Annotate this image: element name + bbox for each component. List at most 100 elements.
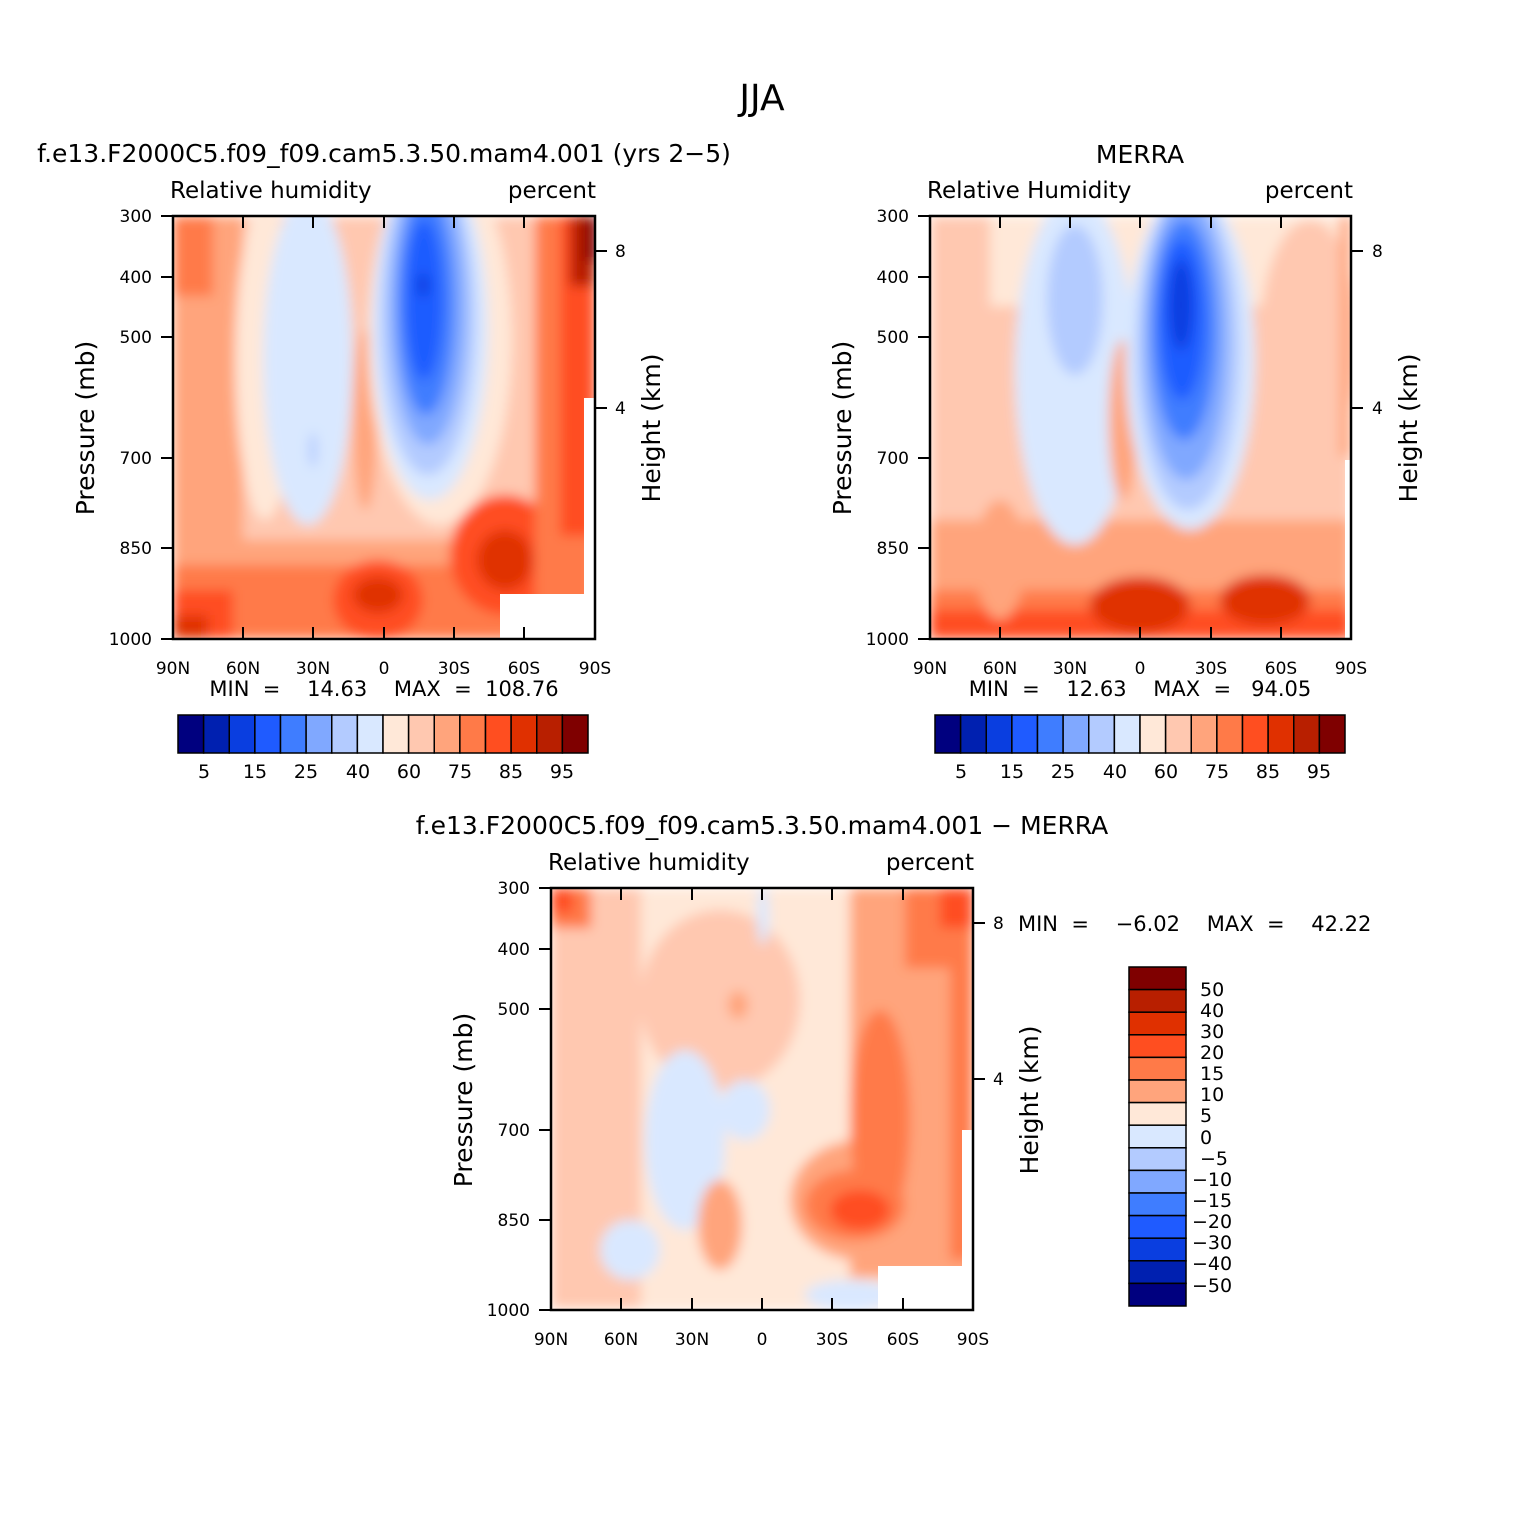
panel-obs-ticks <box>918 215 1363 640</box>
x-tick-label: 0 <box>379 659 390 679</box>
y-tick-label: 850 <box>498 1211 530 1231</box>
y-tick-label: 700 <box>877 449 909 469</box>
colorbar-swatch <box>510 714 538 754</box>
y-tick-label: 400 <box>498 940 530 960</box>
colorbar-label: 15 <box>1000 761 1024 783</box>
panel-diff-ylabel: Pressure (mb) <box>449 1013 478 1187</box>
colorbar-swatch <box>1267 714 1295 754</box>
colorbar-label: 25 <box>294 761 318 783</box>
colorbar-label: −30 <box>1192 1232 1232 1254</box>
panel-model-height-tick-labels: 8 4 <box>615 242 626 419</box>
panel-obs-y-tick-labels: 300 400 500 700 850 1000 <box>866 207 909 650</box>
colorbar-swatch <box>934 714 962 754</box>
colorbar-swatch <box>356 714 384 754</box>
panel-diff: f.e13.F2000C5.f09_f09.cam5.3.50.mam4.001… <box>416 811 1372 1350</box>
colorbar-label: 75 <box>1205 761 1229 783</box>
colorbar-label: −20 <box>1192 1211 1232 1233</box>
colorbar-label: 10 <box>1200 1084 1224 1106</box>
panel-diff-left-string: Relative humidity <box>548 850 750 876</box>
colorbar-label: 15 <box>1200 1063 1224 1085</box>
colorbar-label: 5 <box>1200 1105 1212 1127</box>
colorbar-swatch <box>1128 1169 1187 1194</box>
colorbar-label: 85 <box>499 761 523 783</box>
colorbar-label: −15 <box>1192 1190 1232 1212</box>
x-tick-label: 60S <box>1265 659 1297 679</box>
height-tick-label: 8 <box>1372 242 1383 262</box>
colorbar-swatch <box>1113 714 1141 754</box>
panel-obs-title: MERRA <box>1096 140 1184 169</box>
colorbar-swatch <box>1128 1034 1187 1059</box>
x-tick-label: 60S <box>887 1330 919 1350</box>
colorbar-label: 40 <box>1200 1000 1224 1022</box>
colorbar-swatch <box>1128 1147 1187 1172</box>
panel-model-ylabel: Pressure (mb) <box>71 341 100 515</box>
colorbar-swatch <box>382 714 410 754</box>
y-tick-label: 850 <box>877 539 909 559</box>
y-tick-label: 300 <box>120 207 152 227</box>
colorbar-swatch <box>985 714 1013 754</box>
height-tick-label: 8 <box>993 914 1004 934</box>
colorbar-swatch <box>305 714 333 754</box>
y-tick-label: 400 <box>877 268 909 288</box>
colorbar-swatch <box>1128 1011 1187 1036</box>
colorbar-swatch <box>561 714 589 754</box>
panel-obs-contours <box>930 216 1351 639</box>
colorbar-label: 75 <box>448 761 472 783</box>
colorbar-swatch <box>254 714 282 754</box>
x-tick-label: 90S <box>957 1330 989 1350</box>
colorbar-swatch <box>331 714 359 754</box>
panel-obs-ylabel-right: Height (km) <box>1394 354 1423 503</box>
panel-model-y-tick-labels: 300 400 500 700 850 1000 <box>109 207 152 650</box>
panel-model-title: f.e13.F2000C5.f09_f09.cam5.3.50.mam4.001… <box>37 139 731 168</box>
panel-obs: MERRA Relative Humidity percent <box>828 140 1423 783</box>
colorbar-label: −10 <box>1192 1169 1232 1191</box>
height-tick-label: 4 <box>615 399 626 419</box>
panel-diff-stats: MIN = −6.02 MAX = 42.22 <box>1018 912 1371 936</box>
panel-model-stats: MIN = 14.63 MAX = 108.76 <box>209 677 558 701</box>
colorbar-label: 95 <box>550 761 574 783</box>
y-tick-label: 850 <box>120 539 152 559</box>
x-tick-label: 0 <box>1135 659 1146 679</box>
x-tick-label: 60N <box>983 659 1017 679</box>
colorbar-label: 40 <box>1103 761 1127 783</box>
height-tick-label: 8 <box>615 242 626 262</box>
panel-obs-left-string: Relative Humidity <box>927 178 1131 204</box>
y-tick-label: 300 <box>877 207 909 227</box>
colorbar-swatch <box>279 714 307 754</box>
panel-model-contours <box>173 216 595 639</box>
colorbar-label: 15 <box>243 761 267 783</box>
panel-obs-ylabel: Pressure (mb) <box>828 341 857 515</box>
y-tick-label: 1000 <box>866 630 909 650</box>
colorbar-swatch <box>1164 714 1192 754</box>
x-tick-label: 60N <box>226 659 260 679</box>
y-tick-label: 300 <box>498 879 530 899</box>
y-tick-label: 500 <box>498 1000 530 1020</box>
panel-diff-right-string: percent <box>886 850 974 876</box>
x-tick-label: 90S <box>579 659 611 679</box>
panel-model: f.e13.F2000C5.f09_f09.cam5.3.50.mam4.001… <box>37 139 731 783</box>
x-tick-label: 60S <box>508 659 540 679</box>
x-tick-label: 30S <box>1195 659 1227 679</box>
panel-model-x-ticks <box>161 215 607 640</box>
panel-diff-x-tick-labels: 90N 60N 30N 0 30S 60S 90S <box>534 1330 989 1350</box>
colorbar-swatch <box>1190 714 1218 754</box>
colorbar-swatch <box>1128 1260 1187 1285</box>
panel-model-x-tick-labels: 90N 60N 30N 0 30S 60S 90S <box>156 659 611 679</box>
x-tick-label: 60N <box>604 1330 638 1350</box>
colorbar-label: 85 <box>1256 761 1280 783</box>
panel-diff-height-tick-labels: 8 4 <box>993 914 1004 1090</box>
colorbar-swatch <box>459 714 487 754</box>
colorbar-swatch <box>1128 1056 1187 1081</box>
colorbar-swatch <box>177 714 205 754</box>
panel-model-right-string: percent <box>508 178 596 204</box>
y-tick-label: 500 <box>120 328 152 348</box>
panel-model-ylabel-right: Height (km) <box>637 354 666 503</box>
colorbar-swatch <box>959 714 987 754</box>
colorbar-swatch <box>1011 714 1039 754</box>
x-tick-label: 90N <box>156 659 190 679</box>
y-tick-label: 700 <box>498 1121 530 1141</box>
colorbar-swatch <box>407 714 435 754</box>
colorbar-label: 25 <box>1051 761 1075 783</box>
panel-diff-y-tick-labels: 300 400 500 700 850 1000 <box>487 879 530 1321</box>
colorbar-swatch <box>1293 714 1321 754</box>
